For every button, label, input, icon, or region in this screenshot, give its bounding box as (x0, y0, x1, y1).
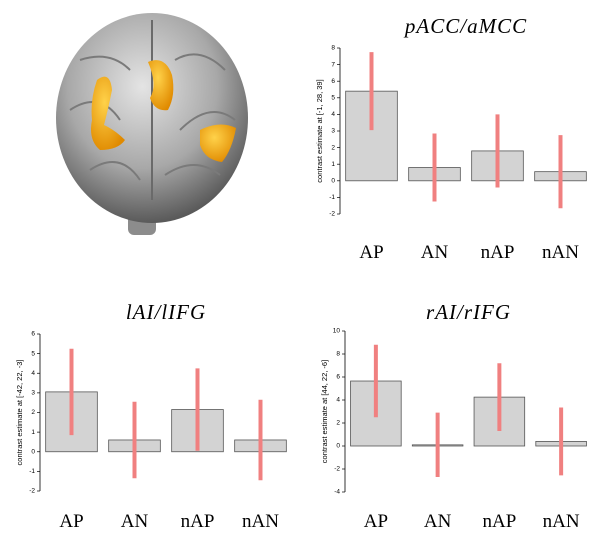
chart: rAI/rIFG -4 -2 0 2 4 6 8 10 contrast estimate at … (320, 300, 587, 532)
brain-image (56, 13, 248, 235)
chart: lAI/lIFG -2 -1 0 1 2 3 4 5 6 contrast estimate at … (15, 300, 287, 532)
y-tick-label: -4 (334, 489, 340, 496)
y-tick-label: 6 (331, 78, 335, 85)
y-tick-label: 1 (31, 429, 35, 436)
chart-title: pACC/aMCC (403, 14, 527, 38)
x-tick-label: AP (364, 511, 388, 532)
x-tick-label: AP (59, 511, 83, 532)
y-tick-label: 5 (31, 350, 35, 357)
x-tick-label: nAN (543, 511, 580, 532)
x-tick-label: AN (421, 242, 449, 263)
y-tick-label: 6 (336, 374, 340, 381)
y-tick-label: 8 (336, 351, 340, 358)
y-tick-label: 0 (336, 443, 340, 450)
x-tick-label: AN (424, 511, 452, 532)
y-tick-label: -2 (29, 488, 35, 495)
chart-title: rAI/rIFG (426, 300, 511, 324)
chart: pACC/aMCC -2 -1 0 1 2 3 4 5 6 7 8 contrast estimate … (315, 14, 587, 263)
y-tick-label: 1 (331, 161, 335, 168)
y-tick-label: -2 (329, 211, 335, 218)
y-tick-label: -1 (329, 194, 335, 201)
x-tick-label: nAP (481, 242, 515, 263)
y-tick-label: 2 (336, 420, 340, 427)
y-tick-label: 2 (331, 144, 335, 151)
y-tick-label: 8 (331, 45, 335, 52)
y-tick-label: 7 (331, 61, 335, 68)
x-tick-label: nAN (242, 511, 279, 532)
chart-title: lAI/lIFG (126, 300, 206, 324)
y-tick-label: 2 (31, 409, 35, 416)
x-tick-label: AP (359, 242, 383, 263)
y-tick-label: -2 (334, 466, 340, 473)
y-tick-label: 0 (331, 178, 335, 185)
x-tick-label: nAP (482, 511, 516, 532)
y-tick-label: 0 (31, 448, 35, 455)
y-tick-label: 4 (336, 397, 340, 404)
y-tick-label: 4 (31, 370, 35, 377)
y-axis-label: contrast estimate at [-42, 22, -3] (15, 360, 24, 466)
y-tick-label: 3 (31, 390, 35, 397)
y-axis-label: contrast estimate at [-1, 28, 39] (315, 79, 324, 182)
y-tick-label: 6 (31, 331, 35, 338)
y-tick-label: -1 (29, 468, 35, 475)
y-axis-label: contrast estimate at [44, 22, -6] (320, 360, 329, 463)
x-tick-label: nAP (181, 511, 215, 532)
y-tick-label: 5 (331, 95, 335, 102)
y-tick-label: 4 (331, 111, 335, 118)
y-tick-label: 3 (331, 128, 335, 135)
y-tick-label: 10 (333, 328, 341, 335)
x-tick-label: AN (121, 511, 149, 532)
x-tick-label: nAN (542, 242, 579, 263)
